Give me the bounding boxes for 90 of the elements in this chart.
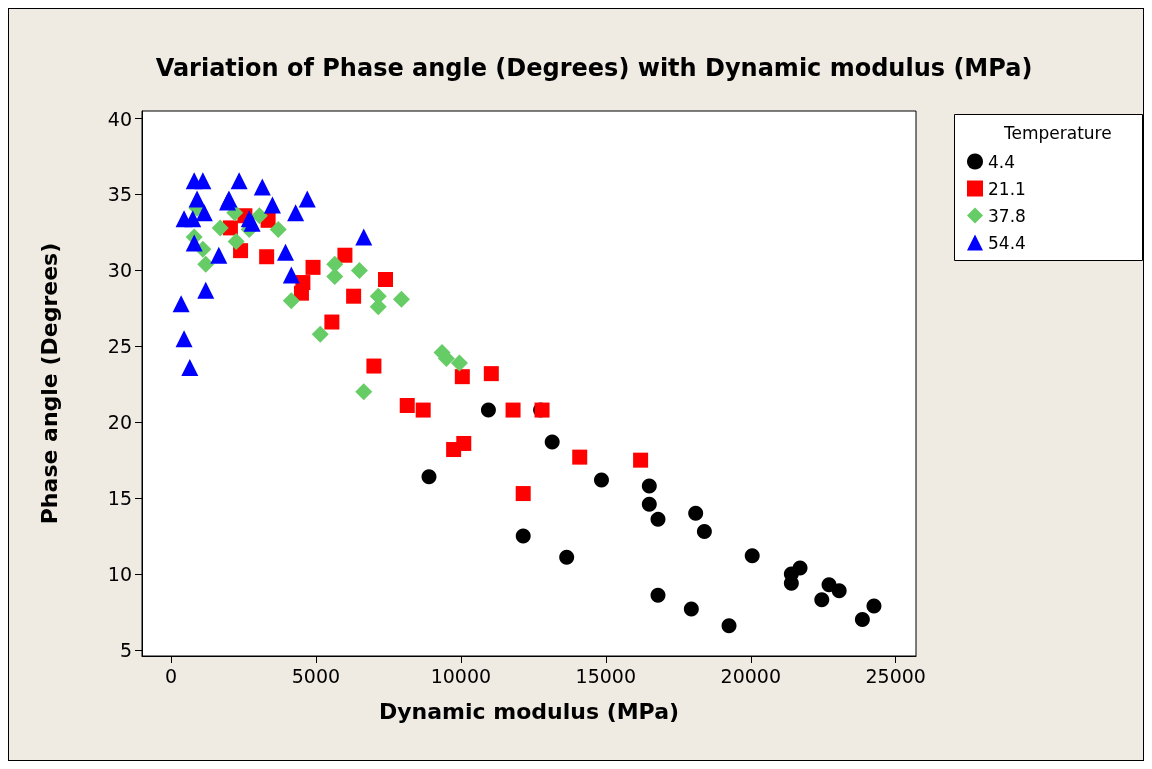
point [683,601,699,617]
point [197,281,215,299]
point [298,190,316,208]
y-tick-label: 15 [107,487,132,510]
point [243,214,261,232]
point [831,583,847,599]
point [350,261,368,279]
point [337,247,353,263]
x-tick-label: 5000 [291,664,341,687]
x-tick-label: 0 [164,664,178,687]
point [253,178,271,196]
point [287,204,305,222]
point [326,255,344,273]
point [744,548,760,564]
point [311,325,329,343]
y-tick-label: 40 [107,107,132,130]
point [483,366,499,382]
point [324,314,340,330]
x-axis-title: Dynamic modulus (MPa) [378,698,680,724]
point [721,618,737,634]
point [175,330,193,348]
point [505,402,521,418]
legend-label: 37.8 [988,205,1026,226]
point [421,469,437,485]
point [415,402,431,418]
point [650,511,666,527]
point [515,528,531,544]
point [593,472,609,488]
y-axis-title: Phase angle (Degrees) [36,242,62,525]
point [197,255,215,273]
legend-label: 4.4 [988,151,1016,172]
legend-label: 54.4 [988,232,1026,253]
legend-title: Temperature [1003,122,1112,143]
point [450,354,468,372]
y-tick-label: 35 [107,183,132,206]
point [633,452,649,468]
point [184,210,202,228]
point [559,549,575,565]
point [641,478,657,494]
point [515,486,531,502]
point [355,228,373,246]
point [210,246,228,264]
y-tick-label: 25 [107,335,132,358]
point [572,449,588,465]
chart-title: Variation of Phase angle (Degrees) with Dynamic modulus (MPa) [155,54,1033,82]
x-tick-label: 15000 [575,664,637,687]
point [366,358,382,374]
point [454,369,470,385]
point [259,249,275,265]
legend-label: 21.1 [988,178,1026,199]
point [650,587,666,603]
point [172,295,190,313]
point [854,612,870,628]
point [276,243,294,261]
point [181,359,199,377]
point [188,190,206,208]
point [230,172,248,190]
y-tick-label: 30 [107,259,132,282]
point [446,442,462,458]
y-tick-label: 10 [107,563,132,586]
x-tick-label: 10000 [430,664,492,687]
point [195,204,213,222]
point [355,383,373,401]
point [282,266,300,284]
x-tick-label: 20000 [720,664,781,687]
y-tick-label: 5 [119,638,132,661]
point [814,592,830,608]
point [866,598,882,614]
point [392,290,410,308]
point [227,233,245,251]
point [194,172,212,190]
point [263,196,281,214]
point [480,402,496,418]
point [688,505,704,521]
point [399,398,415,414]
point [378,272,394,288]
point [792,560,808,576]
point [282,292,300,310]
point [250,207,268,225]
point [696,524,712,540]
point [269,220,287,238]
point [346,288,362,304]
point [641,496,657,512]
point [211,219,229,237]
point [185,234,203,252]
x-tick-label: 25000 [865,664,926,687]
point [544,434,560,450]
point [305,259,321,275]
point [293,285,309,301]
y-tick-label: 20 [107,411,132,434]
